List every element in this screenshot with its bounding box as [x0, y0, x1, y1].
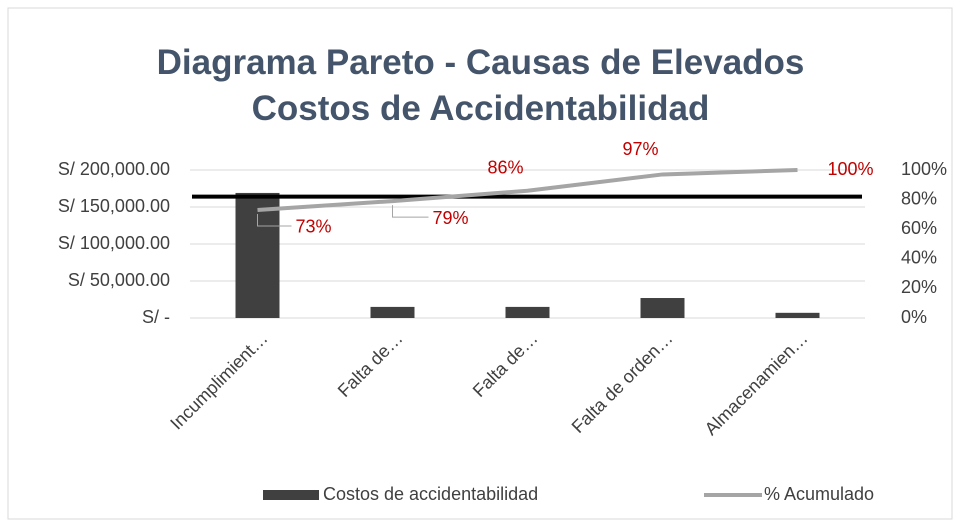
legend-label: Costos de accidentabilidad: [323, 484, 538, 504]
y2-tick-label: 0%: [901, 307, 927, 327]
chart-title: Diagrama Pareto - Causas de Elevados Cos…: [156, 43, 805, 128]
y2-tick-label: 80%: [901, 188, 937, 208]
bar: [640, 298, 685, 318]
data-label: 73%: [296, 217, 332, 237]
y-tick-label: S/ 150,000.00: [58, 196, 170, 216]
label-leader: [257, 213, 292, 227]
data-label: 100%: [828, 159, 874, 179]
bar: [775, 312, 820, 318]
bar: [370, 306, 415, 318]
y2-tick-label: 100%: [901, 159, 947, 179]
y-tick-label: S/ 50,000.00: [68, 270, 170, 290]
y2-tick-label: 20%: [901, 277, 937, 297]
y-tick-label: S/ 200,000.00: [58, 159, 170, 179]
y2-tick-label: 60%: [901, 218, 937, 238]
cumulative-line: [257, 168, 798, 212]
y2-tick-label: 40%: [901, 248, 937, 268]
data-label: 86%: [487, 157, 523, 177]
bar: [235, 192, 280, 318]
bar: [505, 306, 550, 318]
data-label: 97%: [622, 139, 658, 159]
chart-frame: [7, 7, 953, 520]
y-tick-label: S/ -: [142, 307, 170, 327]
y-tick-label: S/ 100,000.00: [58, 233, 170, 253]
legend-swatch: [263, 490, 319, 500]
label-leader: [392, 205, 429, 218]
data-label: 79%: [433, 208, 469, 228]
legend-label: % Acumulado: [764, 484, 874, 504]
